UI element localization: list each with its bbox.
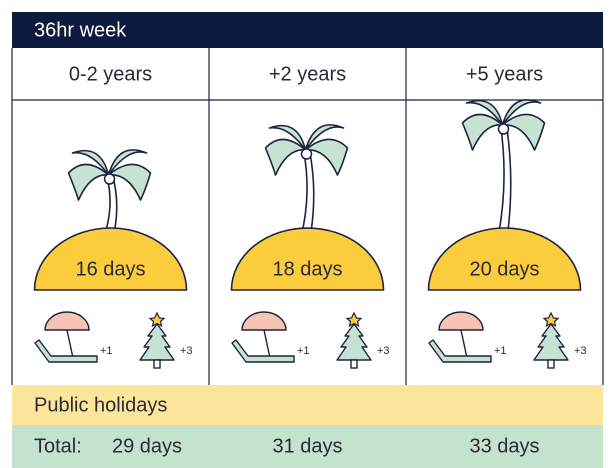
xmas-tree bbox=[337, 324, 371, 360]
umbrella-pole bbox=[264, 330, 270, 358]
extra-label: +3 bbox=[574, 345, 587, 357]
chair bbox=[429, 340, 491, 362]
extra-label: +3 bbox=[377, 345, 390, 357]
column-label: 0-2 years bbox=[69, 63, 152, 85]
extra-label: +1 bbox=[297, 345, 310, 357]
xmas-star bbox=[544, 313, 558, 326]
extra-label: +3 bbox=[180, 345, 193, 357]
umbrella bbox=[439, 312, 483, 330]
umbrella bbox=[242, 312, 286, 330]
umbrella-pole bbox=[67, 330, 73, 358]
coconut bbox=[499, 124, 509, 134]
chair bbox=[35, 340, 97, 362]
xmas-star bbox=[347, 313, 361, 326]
column-label: +2 years bbox=[269, 63, 346, 85]
xmas-star bbox=[150, 313, 164, 326]
total-value: 31 days bbox=[272, 435, 342, 457]
umbrella-pole bbox=[461, 330, 467, 358]
holidays-label: Public holidays bbox=[34, 394, 167, 416]
days-label: 18 days bbox=[272, 258, 342, 280]
coconut bbox=[105, 174, 115, 184]
days-label: 20 days bbox=[469, 258, 539, 280]
header-title: 36hr week bbox=[34, 19, 127, 41]
xmas-trunk bbox=[548, 360, 554, 368]
extra-label: +1 bbox=[100, 345, 113, 357]
extra-label: +1 bbox=[494, 345, 507, 357]
xmas-tree bbox=[140, 324, 174, 360]
infographic: 36hr week Public holidays Total: 0-2 yea… bbox=[0, 0, 615, 468]
page: 36hr week Public holidays Total: 0-2 yea… bbox=[0, 0, 615, 468]
xmas-trunk bbox=[154, 360, 160, 368]
palm-leaf bbox=[69, 164, 109, 200]
palm-leaf bbox=[463, 114, 503, 150]
xmas-tree bbox=[534, 324, 568, 360]
palm-leaf bbox=[266, 139, 306, 175]
total-value: 29 days bbox=[112, 435, 182, 457]
xmas-trunk bbox=[351, 360, 357, 368]
palm-trunk bbox=[302, 150, 314, 235]
palm-trunk bbox=[499, 125, 511, 235]
days-label: 16 days bbox=[75, 258, 145, 280]
chair bbox=[232, 340, 294, 362]
column-label: +5 years bbox=[466, 63, 543, 85]
coconut bbox=[302, 149, 312, 159]
total-label: Total: bbox=[34, 435, 82, 457]
umbrella bbox=[45, 312, 89, 330]
total-value: 33 days bbox=[469, 435, 539, 457]
